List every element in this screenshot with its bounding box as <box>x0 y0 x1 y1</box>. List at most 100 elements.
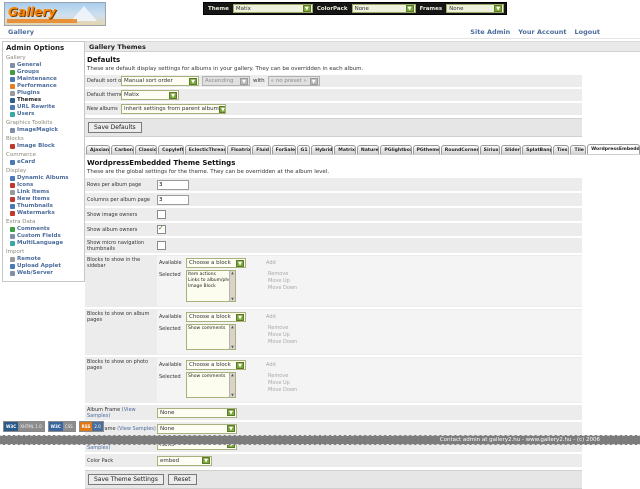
color-pack-select[interactable]: embed ▼ <box>157 455 212 466</box>
chevron-down-icon: ▼ <box>218 105 225 113</box>
scroll-up-icon[interactable]: ▲ <box>231 325 234 329</box>
sidebar-item-image-block[interactable]: Image Block <box>10 143 83 149</box>
sidebar-item-icons[interactable]: Icons <box>10 182 83 188</box>
css-badge[interactable]: W3C CSS <box>47 421 76 432</box>
default-theme-select[interactable]: Matix ▼ <box>121 90 179 100</box>
album-selected-list[interactable]: Show comments ▲ ▼ <box>186 324 236 350</box>
save-theme-settings-button[interactable]: Save Theme Settings <box>88 474 164 485</box>
sidebar-item-performance[interactable]: Performance <box>10 83 83 89</box>
sidebar-item-new-items[interactable]: New Items <box>10 196 83 202</box>
show-image-owners-checkbox[interactable] <box>157 210 166 219</box>
new-albums-select[interactable]: Inherit settings from parent album ▼ <box>121 104 226 114</box>
tab-pgtheme[interactable]: PGtheme <box>412 145 440 154</box>
list-item[interactable]: Links to album/photo peers <box>188 278 229 283</box>
scroll-up-icon[interactable]: ▲ <box>231 373 234 377</box>
sidebar-selected-list[interactable]: Item actions Links to album/photo peers … <box>186 270 236 302</box>
theme-select[interactable]: Matix ▼ <box>232 4 313 13</box>
album-available-select[interactable]: Choose a block ▼ <box>186 312 246 322</box>
item-frame-view-samples-link[interactable]: (View Samples) <box>117 426 156 432</box>
sidebar-item-dynamic-albums[interactable]: Dynamic Albums <box>10 175 83 181</box>
new-items-icon <box>10 196 15 202</box>
album-frame-select[interactable]: None ▼ <box>157 407 237 418</box>
tab-floatrix[interactable]: Floatrix <box>226 145 252 154</box>
tab-roundcorners[interactable]: RoundCorners <box>440 145 479 154</box>
list-item[interactable]: Item actions <box>188 272 216 277</box>
scrollbar[interactable]: ▲ ▼ <box>229 373 235 397</box>
photo-selected-list[interactable]: Show comments ▲ ▼ <box>186 372 236 398</box>
scroll-down-icon[interactable]: ▼ <box>231 297 234 301</box>
album-frame-view-samples-link[interactable]: (View Samples) <box>87 407 136 419</box>
tab-g1[interactable]: G1 <box>296 145 311 154</box>
tab-siriux[interactable]: Siriux <box>479 145 500 154</box>
sidebar-item-url-rewrite[interactable]: URL Rewrite <box>10 104 83 110</box>
photo-available-select[interactable]: Choose a block ▼ <box>186 360 246 370</box>
sidebar-item-custom-fields[interactable]: Custom Fields <box>10 233 83 239</box>
rows-per-page-input[interactable] <box>157 179 189 190</box>
save-defaults-button[interactable]: Save Defaults <box>88 122 142 133</box>
tab-wordpressembedded[interactable]: WordpressEmbedded <box>587 144 640 154</box>
gallery-logo[interactable]: Gallery <box>4 2 106 26</box>
sidebar-item-general[interactable]: General <box>10 62 83 68</box>
colorpack-select[interactable]: None ▼ <box>351 4 416 13</box>
sidebar-item-users[interactable]: Users <box>10 111 83 117</box>
list-item[interactable]: Image Block <box>188 284 216 289</box>
xhtml-badge[interactable]: W3C XHTML 1.0 <box>3 421 45 432</box>
sidebar-item-themes[interactable]: Themes <box>10 97 83 103</box>
scrollbar[interactable]: ▲ ▼ <box>229 325 235 349</box>
sidebar-item-plugins[interactable]: Plugins <box>10 90 83 96</box>
tab-splatbang[interactable]: SplatBang <box>522 145 552 154</box>
sort-order-select[interactable]: Manual sort order ▼ <box>121 76 199 86</box>
reset-button[interactable]: Reset <box>167 474 197 485</box>
sidebar-item-watermarks[interactable]: Watermarks <box>10 210 83 216</box>
tab-slider[interactable]: Slider <box>500 145 522 154</box>
tab-matrix[interactable]: Matrix <box>334 145 356 154</box>
sidebar-item-multilanguage[interactable]: MultiLanguage <box>10 240 83 246</box>
site-admin-link[interactable]: Site Admin <box>470 27 511 36</box>
your-account-link[interactable]: Your Account <box>518 27 567 36</box>
chevron-down-icon: ▼ <box>236 361 244 369</box>
columns-per-page-input[interactable] <box>157 194 189 205</box>
sidebar-item-upload-applet[interactable]: Upload Applet <box>10 263 83 269</box>
sidebar-section-graphics-toolkits: Graphics Toolkits <box>6 120 53 126</box>
item-frame-select[interactable]: None ▼ <box>157 423 237 434</box>
sidebar-item-ecard[interactable]: eCard <box>10 159 83 165</box>
scroll-up-icon[interactable]: ▲ <box>231 271 234 275</box>
tab-copyleft[interactable]: Copyleft <box>158 145 184 154</box>
list-item[interactable]: Show comments <box>188 374 226 379</box>
sidebar-item-groups[interactable]: Groups <box>10 69 83 75</box>
tab-carbon[interactable]: Carbon <box>110 145 134 154</box>
tab-ajaxian[interactable]: Ajaxian <box>86 145 110 154</box>
list-item[interactable]: Show comments <box>188 326 226 331</box>
tab-fluid[interactable]: Fluid <box>252 145 271 154</box>
sidebar-section-blocks: Blocks <box>6 136 24 142</box>
show-micro-nav-checkbox[interactable] <box>157 241 166 250</box>
tab-eclecticthreads[interactable]: EclecticThreads <box>184 145 226 154</box>
tab-pglightbox[interactable]: PGlightbox <box>380 145 412 154</box>
scroll-down-icon[interactable]: ▼ <box>231 393 234 397</box>
sidebar-item-comments[interactable]: Comments <box>10 226 83 232</box>
scroll-down-icon[interactable]: ▼ <box>231 345 234 349</box>
sidebar-item-link-items[interactable]: Link Items <box>10 189 83 195</box>
sidebar-item-remote[interactable]: Remote <box>10 256 83 262</box>
frames-select[interactable]: None ▼ <box>446 4 505 13</box>
groups-icon <box>10 69 15 75</box>
tab-nature[interactable]: Nature <box>356 145 380 154</box>
chevron-down-icon: ▼ <box>309 77 318 85</box>
sidebar-available-select[interactable]: Choose a block ▼ <box>186 258 246 268</box>
footer-bar: Contact admin at gallery2.hu - www.galle… <box>0 435 640 445</box>
sidebar-item-maintenance[interactable]: Maintenance <box>10 76 83 82</box>
sidebar-item-imagemagick[interactable]: ImageMagick <box>10 127 83 133</box>
sidebar-item-web-server[interactable]: Web/Server <box>10 270 83 276</box>
watermarks-icon <box>10 210 15 216</box>
tab-forsale[interactable]: ForSale <box>271 145 296 154</box>
sidebar-item-thumbnails[interactable]: Thumbnails <box>10 203 83 209</box>
scrollbar[interactable]: ▲ ▼ <box>229 271 235 301</box>
tab-ties[interactable]: Ties <box>552 145 570 154</box>
tab-classic[interactable]: Classic <box>134 145 158 154</box>
show-album-owners-checkbox[interactable] <box>157 224 166 234</box>
rss-badge[interactable]: RSS 2.0 <box>78 421 104 432</box>
logout-link[interactable]: Logout <box>574 27 600 36</box>
tab-tile[interactable]: Tile <box>570 145 587 154</box>
gallery-home-link[interactable]: Gallery <box>8 27 35 36</box>
tab-hybrid[interactable]: Hybrid <box>311 145 334 154</box>
